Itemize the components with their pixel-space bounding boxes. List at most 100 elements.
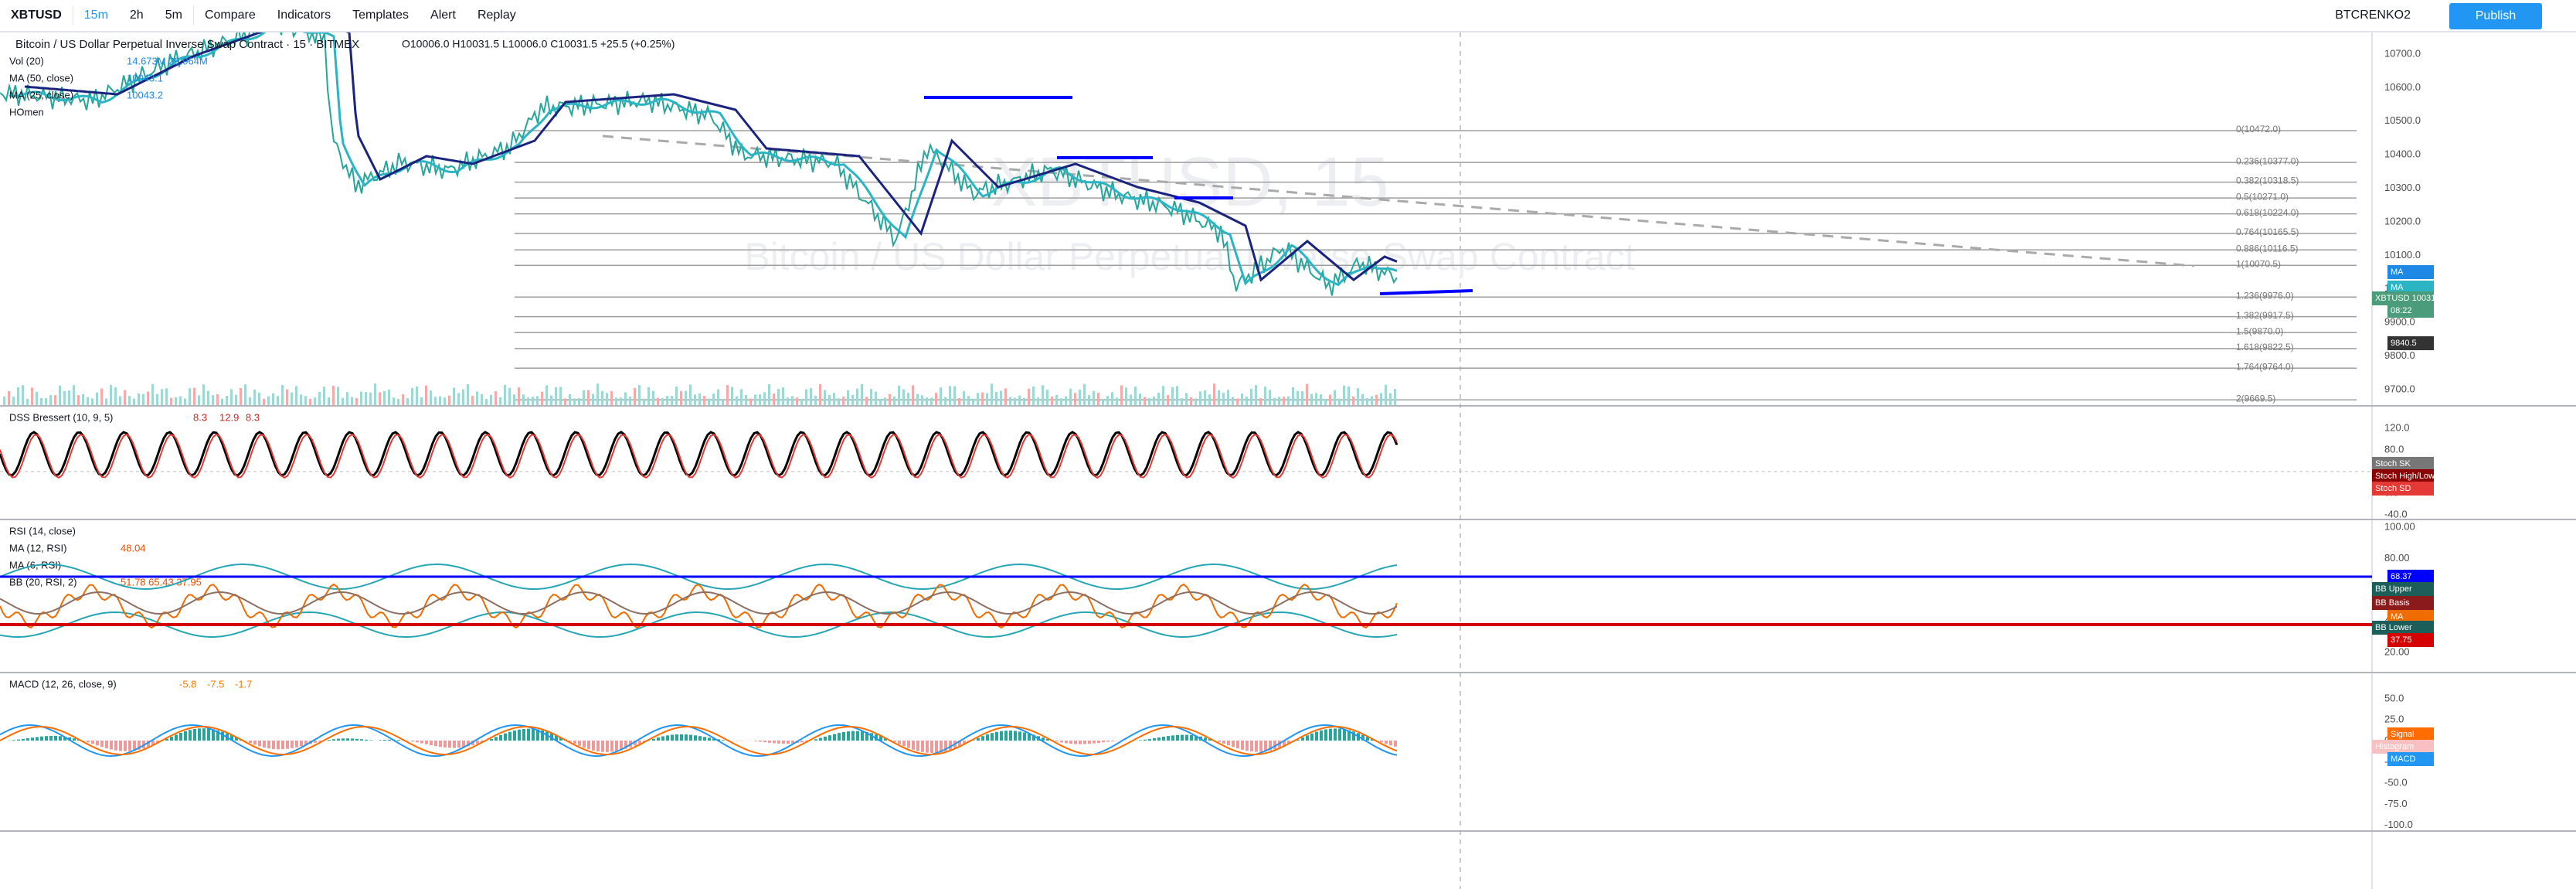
legend-text: MA (12, RSI) <box>9 542 66 553</box>
interval[interactable]: 2h <box>129 9 144 22</box>
histogram-bar <box>1190 734 1193 741</box>
axis-tag <box>2387 570 2434 584</box>
axis-tag <box>2372 596 2434 610</box>
volume-bar <box>518 387 520 405</box>
histogram-bar <box>504 733 507 741</box>
axis-tag-text: Stoch High/Low <box>2375 472 2435 481</box>
volume-bar <box>1023 397 1025 405</box>
volume-bar <box>1069 388 1072 405</box>
volume-bar <box>796 397 798 405</box>
volume-bar <box>258 393 260 405</box>
legend-text: 14.673M 29.964M <box>127 55 208 66</box>
interval[interactable]: 15m <box>83 9 108 22</box>
volume-bar <box>953 386 956 405</box>
histogram-bar <box>379 740 382 741</box>
volume-bar <box>105 398 107 405</box>
volume-bar <box>1371 396 1373 405</box>
volume-bar <box>532 397 534 405</box>
price-axis-label: 10700.0 <box>2384 47 2421 59</box>
histogram-bar <box>1148 738 1151 741</box>
volume-bar <box>207 390 209 405</box>
volume-bar <box>1310 393 1313 405</box>
volume-bar <box>879 398 882 405</box>
histogram-bar <box>430 741 433 746</box>
histogram-bar <box>661 736 664 741</box>
histogram-bar <box>1269 741 1272 751</box>
volume-bar <box>583 390 585 405</box>
volume-bar <box>1106 396 1109 405</box>
volume-bar <box>731 387 733 405</box>
axis-tag <box>2372 469 2434 483</box>
volume-bar <box>457 393 460 405</box>
histogram-bar <box>763 741 766 743</box>
price-axis-label: 10200.0 <box>2384 215 2421 227</box>
volume-bar <box>1366 397 1368 405</box>
histogram-bar <box>63 736 66 741</box>
histogram-bar <box>360 739 363 741</box>
price-axis-label: 80.0 <box>2384 443 2404 455</box>
volume-bar <box>865 397 868 405</box>
volume-bar <box>819 383 821 405</box>
symbol[interactable]: XBTUSD <box>11 9 62 22</box>
histogram-bar <box>100 741 104 748</box>
histogram-bar <box>606 741 609 752</box>
volume-bar <box>782 387 784 405</box>
button[interactable]: Alert <box>430 9 456 22</box>
fib-label: 1.382(9917.5) <box>2236 310 2294 321</box>
dss-signal <box>0 433 1398 479</box>
histogram-bar <box>1283 741 1286 747</box>
volume-bar <box>1153 396 1155 405</box>
histogram-bar <box>1195 735 1198 741</box>
histogram-bar <box>365 739 368 741</box>
volume-bar <box>1236 398 1239 405</box>
histogram-bar <box>875 734 878 741</box>
button[interactable]: Indicators <box>277 9 331 22</box>
histogram-bar <box>652 738 655 741</box>
volume-bar <box>374 383 376 405</box>
volume-bar <box>527 397 529 405</box>
histogram-bar <box>453 741 456 748</box>
histogram-bar <box>833 734 836 741</box>
histogram-bar <box>179 732 182 741</box>
histogram-bar <box>912 741 915 750</box>
volume-bar <box>138 393 140 405</box>
volume-bar <box>1055 394 1058 405</box>
button[interactable]: Templates <box>352 9 410 22</box>
histogram-bar <box>944 741 947 751</box>
fib-label: 2(9669.5) <box>2236 393 2275 404</box>
volume-bar <box>328 397 330 405</box>
button[interactable]: Replay <box>477 9 516 22</box>
legend-text: MA (25, close) <box>9 89 73 100</box>
volume-bar <box>1246 397 1248 405</box>
volume-bar <box>1232 397 1234 405</box>
volume-bar <box>592 393 594 405</box>
volume-bar <box>1042 385 1044 405</box>
interval[interactable]: 5m <box>165 9 182 22</box>
volume-bar <box>1357 388 1359 405</box>
volume-bar <box>1097 393 1099 405</box>
histogram-bar <box>694 735 697 741</box>
volume-bar <box>991 383 993 405</box>
histogram-bar <box>434 741 437 747</box>
volume-bar <box>295 386 297 405</box>
histogram-bar <box>1157 737 1161 741</box>
volume-bar <box>443 397 446 405</box>
volume-bar <box>17 387 19 405</box>
histogram-bar <box>1236 741 1239 749</box>
histogram-bar <box>898 741 901 744</box>
volume-bar <box>110 384 112 405</box>
volume-bar <box>476 391 478 405</box>
drawing-line <box>1379 289 1473 295</box>
volume-bar <box>675 386 678 405</box>
volume-bar <box>193 387 195 405</box>
histogram-bar <box>814 739 817 741</box>
volume-bar <box>309 398 311 405</box>
volume-bar <box>643 398 645 405</box>
histogram-bar <box>893 741 896 742</box>
publish-button[interactable]: Publish <box>2449 3 2542 29</box>
volume-bar <box>253 389 256 405</box>
button[interactable]: Compare <box>204 9 256 22</box>
volume-bar <box>453 387 455 405</box>
volume-bar <box>471 395 474 405</box>
layout-name[interactable]: BTCRENKO2 <box>2335 9 2411 22</box>
